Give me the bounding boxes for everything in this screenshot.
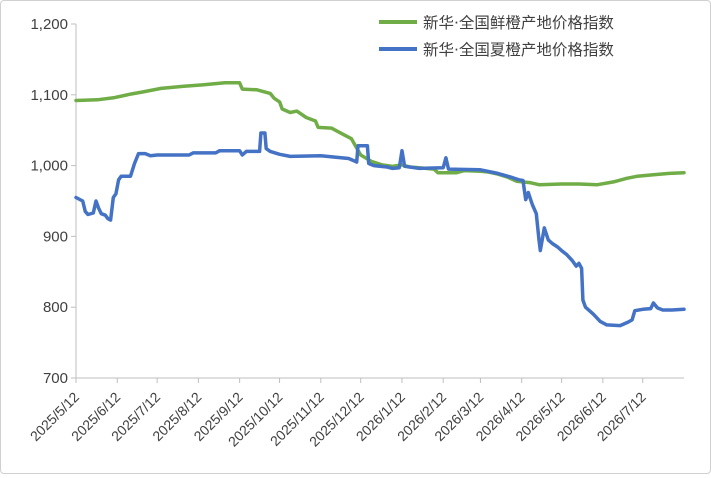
axes: 1,2001,1001,0009008007002025/5/122025/6/… — [27, 16, 684, 450]
legend-label-2: 新华·全国夏橙产地价格指数 — [423, 41, 614, 59]
series-line-1 — [74, 81, 686, 187]
y-tick-label: 1,200 — [30, 16, 68, 33]
y-tick-label: 1,000 — [30, 158, 68, 175]
y-tick-label: 800 — [43, 299, 68, 316]
legend-label-1: 新华·全国鲜橙产地价格指数 — [423, 14, 614, 32]
series-lines — [74, 81, 686, 328]
y-tick-label: 900 — [43, 228, 68, 245]
y-tick-label: 700 — [43, 370, 68, 387]
y-tick-label: 1,100 — [30, 87, 68, 104]
series-line-2 — [74, 131, 686, 328]
